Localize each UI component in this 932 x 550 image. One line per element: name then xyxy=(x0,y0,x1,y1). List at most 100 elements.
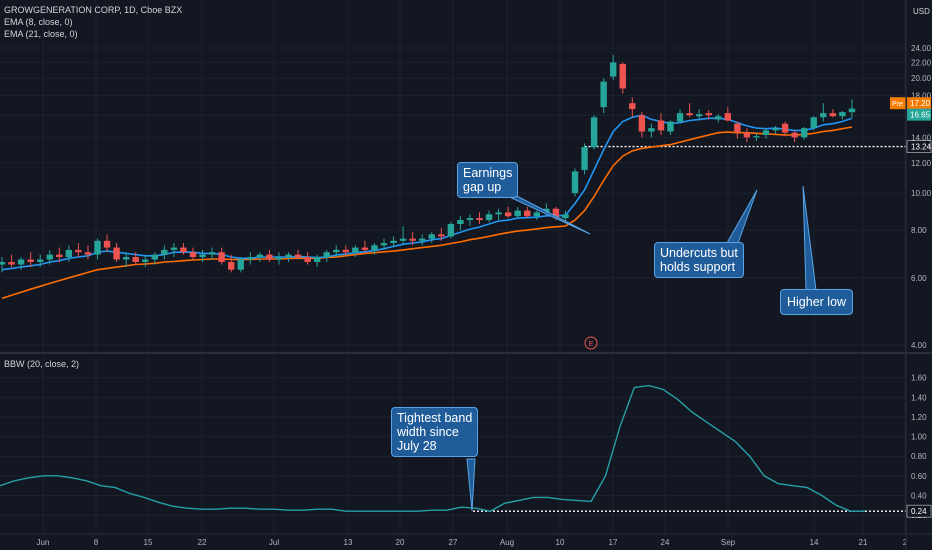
candle-body[interactable] xyxy=(524,210,531,217)
candle-body[interactable] xyxy=(695,114,703,117)
candle-body[interactable] xyxy=(161,249,168,255)
candle-body[interactable] xyxy=(590,117,598,148)
candle-body[interactable] xyxy=(180,247,187,253)
candle-body[interactable] xyxy=(810,117,817,129)
earnings-marker[interactable] xyxy=(584,336,598,350)
candle-body[interactable] xyxy=(581,147,588,170)
candle-body[interactable] xyxy=(457,220,464,225)
candle-body[interactable] xyxy=(352,247,359,253)
candle-body[interactable] xyxy=(428,234,435,239)
candle-body[interactable] xyxy=(228,261,235,270)
candle-body[interactable] xyxy=(256,254,264,258)
candle-body[interactable] xyxy=(294,254,302,258)
candle-body[interactable] xyxy=(37,259,44,262)
candle-body[interactable] xyxy=(399,238,407,241)
candle-body[interactable] xyxy=(762,130,770,135)
candle-body[interactable] xyxy=(600,81,607,108)
candle-body[interactable] xyxy=(438,234,445,237)
candle-body[interactable] xyxy=(323,252,330,258)
candle-body[interactable] xyxy=(705,113,712,116)
candle-body[interactable] xyxy=(772,128,779,131)
candle-body[interactable] xyxy=(409,238,416,241)
candle-body[interactable] xyxy=(638,115,646,132)
candle-body[interactable] xyxy=(753,136,760,138)
candles[interactable] xyxy=(0,55,856,273)
candle-body[interactable] xyxy=(504,212,512,217)
candle-body[interactable] xyxy=(0,261,6,265)
candle-body[interactable] xyxy=(533,212,540,217)
candle-body[interactable] xyxy=(247,257,254,260)
candle-body[interactable] xyxy=(743,132,751,138)
candle-body[interactable] xyxy=(543,208,550,213)
candle-body[interactable] xyxy=(629,103,636,110)
candle-body[interactable] xyxy=(495,212,502,215)
candle-body[interactable] xyxy=(27,259,34,262)
undercuts-callout[interactable]: Undercuts but holds support xyxy=(654,242,744,278)
candle-body[interactable] xyxy=(313,257,321,262)
candle-body[interactable] xyxy=(380,243,388,246)
candle-body[interactable] xyxy=(562,214,569,219)
symbol-legend[interactable]: GROWGENERATION CORP, 1D, Cboe BZX xyxy=(4,5,183,15)
candle-body[interactable] xyxy=(829,113,837,117)
candle-body[interactable] xyxy=(46,254,53,260)
candle-body[interactable] xyxy=(142,259,149,262)
candle-body[interactable] xyxy=(466,218,474,221)
tightest-callout[interactable]: Tightest band width since July 28 xyxy=(391,407,479,457)
candle-body[interactable] xyxy=(447,224,455,237)
candle-body[interactable] xyxy=(715,116,722,120)
candle-body[interactable] xyxy=(724,113,731,121)
candle-body[interactable] xyxy=(8,261,15,265)
candle-body[interactable] xyxy=(342,249,349,253)
candle-body[interactable] xyxy=(237,259,244,270)
candle-body[interactable] xyxy=(218,252,225,262)
candle-body[interactable] xyxy=(419,238,426,241)
earnings-callout[interactable]: Earnings gap up xyxy=(457,162,519,198)
candle-body[interactable] xyxy=(667,121,674,132)
candle-body[interactable] xyxy=(199,254,206,258)
candle-body[interactable] xyxy=(94,240,101,255)
candle-body[interactable] xyxy=(113,247,120,260)
candle-body[interactable] xyxy=(734,123,741,133)
candle-body[interactable] xyxy=(485,214,493,221)
candle-body[interactable] xyxy=(648,128,655,132)
candle-body[interactable] xyxy=(839,112,846,117)
candle-body[interactable] xyxy=(571,171,579,194)
candle-body[interactable] xyxy=(275,257,283,260)
candle-body[interactable] xyxy=(304,257,311,262)
candle-body[interactable] xyxy=(132,257,139,262)
candle-body[interactable] xyxy=(84,252,92,255)
candle-body[interactable] xyxy=(17,259,25,265)
candle-body[interactable] xyxy=(781,123,789,133)
candle-body[interactable] xyxy=(285,254,292,258)
candle-body[interactable] xyxy=(686,113,693,116)
ema8-legend[interactable]: EMA (8, close, 0) xyxy=(4,17,73,27)
candle-body[interactable] xyxy=(848,108,856,113)
candle-body[interactable] xyxy=(657,120,665,131)
candle-body[interactable] xyxy=(56,254,63,258)
candle-body[interactable] xyxy=(552,208,560,219)
candle-body[interactable] xyxy=(65,249,73,258)
candle-body[interactable] xyxy=(801,128,808,138)
candle-body[interactable] xyxy=(103,240,111,248)
candle-body[interactable] xyxy=(820,113,827,118)
candle-body[interactable] xyxy=(75,249,82,253)
candle-body[interactable] xyxy=(189,252,197,258)
candle-body[interactable] xyxy=(791,132,798,138)
candle-body[interactable] xyxy=(208,252,216,255)
higher-low-callout[interactable]: Higher low xyxy=(780,289,854,315)
candle-body[interactable] xyxy=(361,247,369,250)
candle-body[interactable] xyxy=(514,210,521,217)
ema21-legend[interactable]: EMA (21, close, 0) xyxy=(4,29,78,39)
candle-body[interactable] xyxy=(333,249,340,253)
candle-body[interactable] xyxy=(151,254,158,260)
candle-body[interactable] xyxy=(676,113,684,122)
candle-body[interactable] xyxy=(619,63,626,89)
candle-body[interactable] xyxy=(610,62,617,77)
candle-body[interactable] xyxy=(371,245,378,250)
candle-body[interactable] xyxy=(266,254,273,260)
candle-body[interactable] xyxy=(476,218,483,221)
candle-body[interactable] xyxy=(170,247,178,250)
bbw-legend[interactable]: BBW (20, close, 2) xyxy=(4,359,80,369)
candle-body[interactable] xyxy=(122,257,130,260)
